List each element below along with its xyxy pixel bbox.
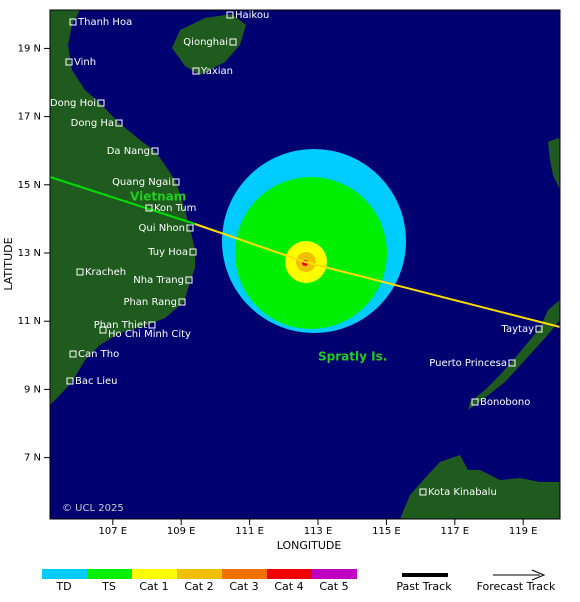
place-marker	[97, 99, 105, 107]
past-track	[49, 176, 196, 225]
place-marker	[145, 204, 153, 212]
legend-swatch	[87, 569, 132, 579]
x-tick-label: 111 E	[235, 526, 264, 537]
place-label: Quang Ngai	[112, 177, 171, 188]
land	[50, 10, 560, 519]
place-marker	[535, 325, 543, 333]
place-marker	[65, 58, 73, 66]
place-marker	[185, 276, 193, 284]
x-tick-label: 107 E	[99, 526, 128, 537]
legend-label: TS	[101, 580, 116, 593]
place-marker	[76, 268, 84, 276]
place-label: Bac Lieu	[75, 376, 118, 387]
arrow-head	[531, 569, 546, 581]
y-tick-label: 11 N	[18, 316, 41, 327]
place-marker	[172, 178, 180, 186]
place-marker	[419, 488, 427, 496]
place-label: Dong Hoi	[50, 98, 96, 109]
region-label: Vietnam	[130, 190, 186, 204]
legend-label: TD	[55, 580, 71, 593]
place-marker	[69, 350, 77, 358]
place-marker	[66, 377, 74, 385]
place-marker	[151, 147, 159, 155]
y-tick-label: 15 N	[18, 180, 41, 191]
place-label: Can Tho	[78, 349, 119, 360]
place-label: Kota Kinabalu	[428, 487, 497, 498]
legend-swatch	[312, 569, 357, 579]
legend-swatch	[177, 569, 222, 579]
place-marker	[192, 67, 200, 75]
place-label: Qionghai	[183, 37, 228, 48]
place-label: Kon Tum	[154, 203, 196, 214]
storm-wind-radii	[222, 149, 406, 333]
y-tick-label: 17 N	[18, 112, 41, 123]
copyright: © UCL 2025	[62, 503, 124, 514]
place-label: Bonobono	[480, 397, 530, 408]
place-marker	[178, 298, 186, 306]
legend-label: Cat 4	[274, 580, 303, 593]
legend-label: Cat 1	[139, 580, 168, 593]
place-label: Tuy Hoa	[147, 247, 188, 258]
place-marker	[189, 248, 197, 256]
place-label: Qui Nhon	[139, 223, 185, 234]
legend-label: Cat 5	[319, 580, 348, 593]
place-label: Dong Ha	[71, 118, 114, 129]
place-label: Phan Thiet	[94, 320, 147, 331]
place-label: Kracheh	[85, 267, 126, 278]
legend-label: Cat 3	[229, 580, 258, 593]
x-tick-label: 119 E	[509, 526, 538, 537]
legend-swatch	[222, 569, 267, 579]
place-marker	[99, 326, 107, 334]
place-label: Puerto Princesa	[429, 358, 507, 369]
forecast-track	[194, 223, 561, 328]
legend-swatch	[42, 569, 87, 579]
legend-label: Cat 2	[184, 580, 213, 593]
legend-swatch	[132, 569, 177, 579]
x-tick-label: 113 E	[304, 526, 333, 537]
place-marker	[115, 119, 123, 127]
x-axis-label: LONGITUDE	[277, 539, 342, 552]
x-tick-label: 115 E	[372, 526, 401, 537]
y-axis-label: LATITUDE	[2, 237, 15, 290]
region-label: Spratly Is.	[318, 350, 387, 364]
place-label: Taytay	[501, 324, 535, 335]
place-label: Ho Chi Minh City	[108, 329, 191, 340]
place-label: Thanh Hoa	[77, 17, 132, 28]
place-label: Phan Rang	[123, 297, 177, 308]
y-tick-label: 13 N	[18, 248, 41, 259]
y-tick-label: 19 N	[18, 43, 41, 54]
place-marker	[186, 224, 194, 232]
place-marker	[69, 18, 77, 26]
place-marker	[229, 38, 237, 46]
place-marker	[148, 321, 156, 329]
place-label: Haikou	[235, 10, 269, 21]
place-marker	[226, 11, 234, 19]
place-marker	[471, 398, 479, 406]
x-tick-label: 117 E	[441, 526, 470, 537]
place-label: Da Nang	[107, 146, 150, 157]
y-tick-label: 7 N	[24, 453, 41, 464]
place-label: Vinh	[74, 57, 96, 68]
legend-label: Past Track	[396, 580, 452, 593]
y-tick-label: 9 N	[24, 384, 41, 395]
place-label: Yaxian	[200, 66, 233, 77]
place-marker	[508, 359, 516, 367]
x-tick-label: 109 E	[167, 526, 196, 537]
legend-label: Forecast Track	[477, 580, 556, 593]
place-label: Nha Trang	[133, 275, 184, 286]
legend-swatch	[267, 569, 312, 579]
map-frame	[49, 9, 561, 520]
